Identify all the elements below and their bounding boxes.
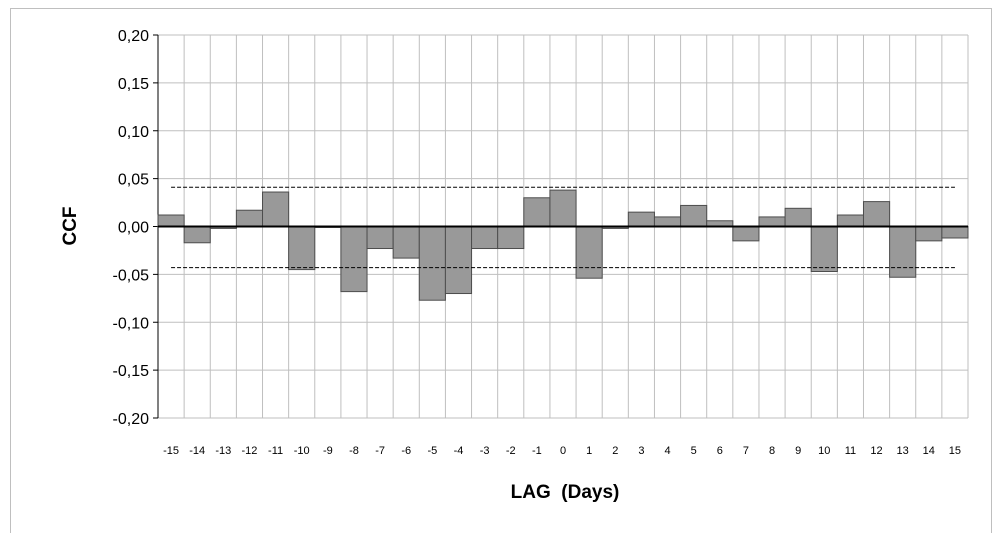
bar-lag--11	[262, 191, 290, 227]
x-tick-labels: -15 -14 -13 -12 -11 -10 -9 -8 -7 -6 -5 -4 -3 -2 -1 0 1 2 3…	[163, 445, 961, 457]
bar-lag-7	[732, 226, 760, 242]
chart-frame	[10, 8, 992, 533]
bar-lag-11	[836, 214, 864, 227]
x-tick-label: -1	[532, 445, 542, 457]
x-tick-label: 4	[664, 445, 670, 457]
y-axis-title: CCF	[60, 206, 81, 245]
x-tick-label: -7	[375, 445, 385, 457]
bar-lag-1	[575, 226, 603, 279]
x-tick-label: -13	[215, 445, 231, 457]
y-tick-label: 0,05	[118, 172, 149, 189]
x-tick-label: -14	[189, 445, 205, 457]
bar-lag-8	[758, 216, 786, 228]
bar-lag--8	[340, 226, 368, 293]
x-tick-label: -15	[163, 445, 179, 457]
y-tick-label: -0,05	[113, 267, 150, 284]
y-tick-label: -0,15	[113, 363, 150, 380]
x-tick-label: -8	[349, 445, 359, 457]
x-tick-label: 11	[845, 445, 856, 457]
reference-lines	[158, 186, 968, 269]
bar-lag-13	[889, 226, 917, 278]
bar-lag-12	[862, 201, 891, 227]
x-tick-label: -10	[294, 445, 310, 457]
bar-lag--1	[523, 197, 551, 227]
bar-lag--15	[157, 214, 185, 227]
x-tick-label: -4	[454, 445, 464, 457]
y-tick-label: 0,15	[118, 76, 149, 93]
x-tick-label: 15	[949, 445, 961, 457]
bar-lag--5	[418, 226, 446, 301]
bar-lag-5	[680, 204, 708, 227]
bar-lag-3	[627, 211, 655, 227]
bar-lag--10	[288, 226, 316, 271]
bar-lag--7	[366, 226, 394, 250]
bar-lag--6	[392, 226, 420, 259]
y-tick-label: -0,10	[113, 315, 150, 332]
bar-lag-9	[784, 207, 812, 227]
x-tick-label: -9	[323, 445, 333, 457]
x-tick-label: 0	[560, 445, 566, 457]
x-tick-label: -3	[480, 445, 490, 457]
bars	[157, 189, 969, 301]
x-tick-label: 8	[769, 445, 775, 457]
x-tick-label: -6	[401, 445, 411, 457]
y-tick-label: 0,00	[118, 220, 149, 237]
bar-lag-10	[810, 226, 838, 273]
x-tick-label: -11	[268, 445, 283, 457]
bar-lag--4	[444, 226, 473, 295]
x-tick-label: 12	[870, 445, 882, 457]
bar-lag--3	[471, 226, 499, 250]
x-tick-label: 2	[612, 445, 618, 457]
x-tick-label: 1	[586, 445, 592, 457]
x-tick-label: -12	[241, 445, 257, 457]
bar-lag-4	[653, 216, 682, 228]
x-tick-label: 13	[897, 445, 909, 457]
bar-lag--14	[183, 226, 211, 244]
y-tick-label: 0,10	[118, 124, 149, 141]
bar-lag-14	[915, 226, 943, 242]
x-tick-label: -2	[506, 445, 516, 457]
x-tick-label: 5	[691, 445, 697, 457]
x-tick-label: 10	[818, 445, 830, 457]
bar-lag--2	[497, 226, 525, 250]
x-tick-label: 7	[743, 445, 749, 457]
x-tick-label: -5	[427, 445, 437, 457]
bar-lag-15	[941, 226, 969, 239]
x-tick-label: 3	[638, 445, 644, 457]
x-tick-label: 6	[717, 445, 723, 457]
y-tick-label: 0,20	[118, 28, 149, 45]
x-tick-label: 9	[795, 445, 801, 457]
y-tick-label: -0,20	[113, 411, 150, 428]
y-tick-labels: 0,20 0,15 0,10 0,05 0,00 -0,05 -0,10 -0,15 -0,20	[113, 28, 150, 428]
bar-lag-0	[549, 189, 577, 228]
x-tick-label: 14	[923, 445, 935, 457]
bar-lag--12	[235, 209, 264, 228]
x-axis-title: LAG (Days)	[511, 482, 620, 503]
